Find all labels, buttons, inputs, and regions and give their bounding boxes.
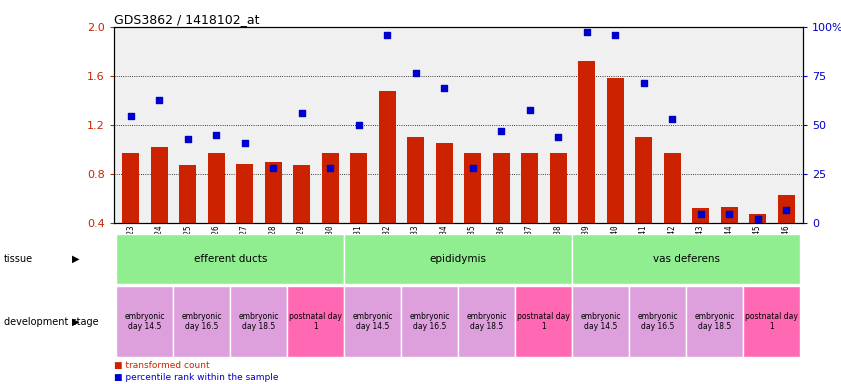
Bar: [606, 78, 624, 223]
Text: embryonic
day 18.5: embryonic day 18.5: [239, 312, 279, 331]
Text: postnatal day
1: postnatal day 1: [517, 312, 570, 331]
Point: [751, 216, 764, 222]
Bar: [116, 234, 344, 284]
Bar: [686, 286, 743, 357]
Bar: [721, 207, 738, 223]
Point: [722, 211, 736, 217]
Bar: [344, 234, 573, 284]
Bar: [407, 137, 424, 223]
Bar: [573, 234, 801, 284]
Bar: [692, 208, 709, 223]
Text: ▶: ▶: [71, 254, 79, 264]
Bar: [578, 61, 595, 223]
Text: embryonic
day 14.5: embryonic day 14.5: [352, 312, 393, 331]
Text: postnatal day
1: postnatal day 1: [289, 312, 342, 331]
Text: ■ percentile rank within the sample: ■ percentile rank within the sample: [114, 372, 278, 382]
Bar: [521, 153, 538, 223]
Text: embryonic
day 16.5: embryonic day 16.5: [637, 312, 678, 331]
Bar: [116, 286, 173, 357]
Point: [665, 116, 679, 122]
Point: [324, 165, 337, 171]
Bar: [288, 286, 344, 357]
Bar: [265, 162, 282, 223]
Bar: [230, 286, 288, 357]
Bar: [516, 286, 573, 357]
Bar: [743, 286, 801, 357]
Text: embryonic
day 18.5: embryonic day 18.5: [467, 312, 507, 331]
Point: [295, 109, 309, 116]
Bar: [350, 153, 368, 223]
Point: [608, 32, 621, 38]
Bar: [458, 286, 516, 357]
Bar: [321, 153, 339, 223]
Point: [523, 107, 537, 113]
Point: [466, 165, 479, 171]
Text: ▶: ▶: [71, 316, 79, 327]
Text: embryonic
day 14.5: embryonic day 14.5: [580, 312, 621, 331]
Bar: [573, 286, 629, 357]
Bar: [664, 153, 680, 223]
Text: embryonic
day 16.5: embryonic day 16.5: [410, 312, 450, 331]
Text: tissue: tissue: [4, 254, 34, 264]
Point: [152, 97, 166, 103]
Point: [267, 165, 280, 171]
Text: vas deferens: vas deferens: [653, 254, 720, 264]
Bar: [549, 153, 567, 223]
Bar: [378, 91, 395, 223]
Text: efferent ducts: efferent ducts: [193, 254, 267, 264]
Point: [380, 32, 394, 38]
Bar: [401, 286, 458, 357]
Text: development stage: development stage: [4, 316, 99, 327]
Point: [209, 131, 223, 138]
Bar: [173, 286, 230, 357]
Bar: [493, 153, 510, 223]
Point: [181, 136, 194, 142]
Bar: [236, 164, 253, 223]
Point: [579, 29, 593, 35]
Point: [637, 80, 650, 86]
Point: [437, 85, 451, 91]
Bar: [344, 286, 401, 357]
Text: ■ transformed count: ■ transformed count: [114, 361, 209, 370]
Text: embryonic
day 16.5: embryonic day 16.5: [182, 312, 222, 331]
Bar: [122, 153, 139, 223]
Bar: [436, 143, 452, 223]
Point: [352, 122, 365, 128]
Bar: [629, 286, 686, 357]
Point: [238, 140, 251, 146]
Point: [780, 207, 793, 214]
Text: epididymis: epididymis: [430, 254, 487, 264]
Text: postnatal day
1: postnatal day 1: [745, 312, 798, 331]
Bar: [293, 165, 310, 223]
Bar: [179, 165, 196, 223]
Point: [694, 211, 707, 217]
Bar: [635, 137, 652, 223]
Point: [495, 128, 508, 134]
Bar: [464, 153, 481, 223]
Bar: [208, 153, 225, 223]
Text: embryonic
day 14.5: embryonic day 14.5: [124, 312, 165, 331]
Point: [552, 134, 565, 140]
Point: [409, 70, 422, 76]
Bar: [778, 195, 795, 223]
Text: GDS3862 / 1418102_at: GDS3862 / 1418102_at: [114, 13, 259, 26]
Point: [124, 113, 137, 119]
Bar: [749, 214, 766, 223]
Text: embryonic
day 18.5: embryonic day 18.5: [695, 312, 735, 331]
Bar: [151, 147, 167, 223]
